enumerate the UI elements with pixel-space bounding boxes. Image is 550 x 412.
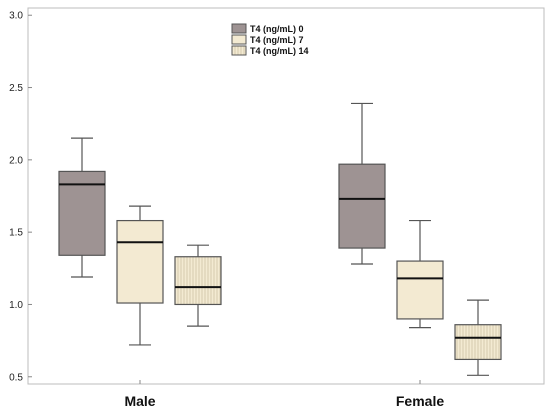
y-axis: 0.5 1.0 1.5 2.0 2.5 3.0 [9, 11, 32, 383]
legend-swatch [231, 34, 247, 45]
y-tick-label: 1.0 [9, 300, 23, 311]
y-tick-label: 2.0 [9, 155, 23, 166]
y-tick-label: 1.5 [9, 228, 23, 239]
box-series [58, 102, 502, 376]
y-tick-label: 0.5 [9, 372, 23, 383]
box-3-male [174, 244, 222, 327]
box-2-female [396, 219, 444, 329]
legend-label: T4 (ng/mL) 14 [250, 46, 309, 56]
legend-swatch [231, 45, 247, 56]
x-axis: Male Female [124, 380, 444, 409]
iqr-box [116, 219, 164, 304]
box-1-male [58, 137, 106, 278]
plot-frame [27, 7, 545, 385]
legend: T4 (ng/mL) 0T4 (ng/mL) 7T4 (ng/mL) 14 [231, 23, 309, 56]
iqr-box [396, 260, 444, 320]
legend-label: T4 (ng/mL) 0 [250, 24, 304, 34]
legend-item: T4 (ng/mL) 14 [231, 45, 309, 56]
legend-label: T4 (ng/mL) 7 [250, 35, 304, 45]
y-tick-label: 3.0 [9, 11, 23, 22]
box-1-female [338, 102, 386, 265]
x-category-label: Male [124, 393, 155, 409]
legend-swatch [231, 23, 247, 34]
legend-item: T4 (ng/mL) 7 [231, 34, 304, 45]
box-2-male [116, 205, 164, 346]
iqr-box [338, 163, 386, 249]
iqr-box [454, 324, 502, 361]
y-tick-label: 2.5 [9, 83, 23, 94]
iqr-box [174, 256, 222, 306]
box-3-female [454, 299, 502, 376]
x-category-label: Female [396, 393, 444, 409]
legend-item: T4 (ng/mL) 0 [231, 23, 304, 34]
